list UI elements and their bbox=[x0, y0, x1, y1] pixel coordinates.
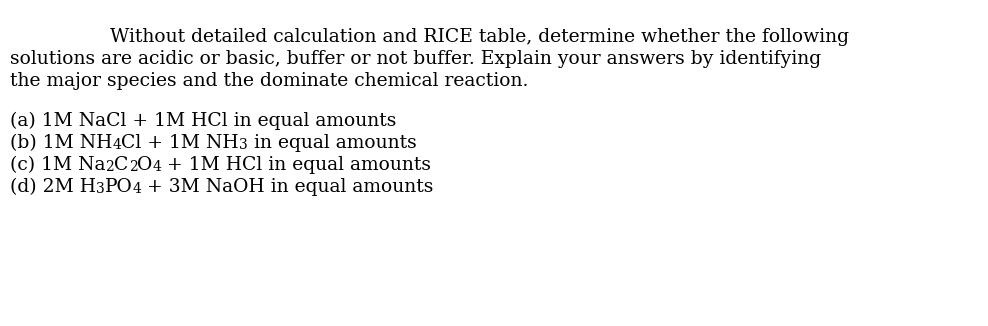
Text: in equal amounts: in equal amounts bbox=[248, 134, 416, 152]
Text: 4: 4 bbox=[132, 182, 141, 196]
Text: + 1M HCl in equal amounts: + 1M HCl in equal amounts bbox=[161, 156, 432, 174]
Text: 3: 3 bbox=[239, 138, 248, 152]
Text: (a) 1M NaCl + 1M HCl in equal amounts: (a) 1M NaCl + 1M HCl in equal amounts bbox=[10, 112, 396, 130]
Text: 4: 4 bbox=[113, 138, 122, 152]
Text: the major species and the dominate chemical reaction.: the major species and the dominate chemi… bbox=[10, 72, 529, 90]
Text: solutions are acidic or basic, buffer or not buffer. Explain your answers by ide: solutions are acidic or basic, buffer or… bbox=[10, 50, 821, 68]
Text: PO: PO bbox=[105, 178, 132, 196]
Text: (d) 2M H: (d) 2M H bbox=[10, 178, 96, 196]
Text: 3: 3 bbox=[96, 182, 105, 196]
Text: 2: 2 bbox=[106, 160, 115, 174]
Text: C: C bbox=[115, 156, 128, 174]
Text: Without detailed calculation and RICE table, determine whether the following: Without detailed calculation and RICE ta… bbox=[110, 28, 849, 46]
Text: 2: 2 bbox=[128, 160, 137, 174]
Text: + 3M NaOH in equal amounts: + 3M NaOH in equal amounts bbox=[141, 178, 434, 196]
Text: (b) 1M NH: (b) 1M NH bbox=[10, 134, 113, 152]
Text: (c) 1M Na: (c) 1M Na bbox=[10, 156, 106, 174]
Text: O: O bbox=[137, 156, 152, 174]
Text: Cl + 1M NH: Cl + 1M NH bbox=[122, 134, 239, 152]
Text: 4: 4 bbox=[152, 160, 161, 174]
